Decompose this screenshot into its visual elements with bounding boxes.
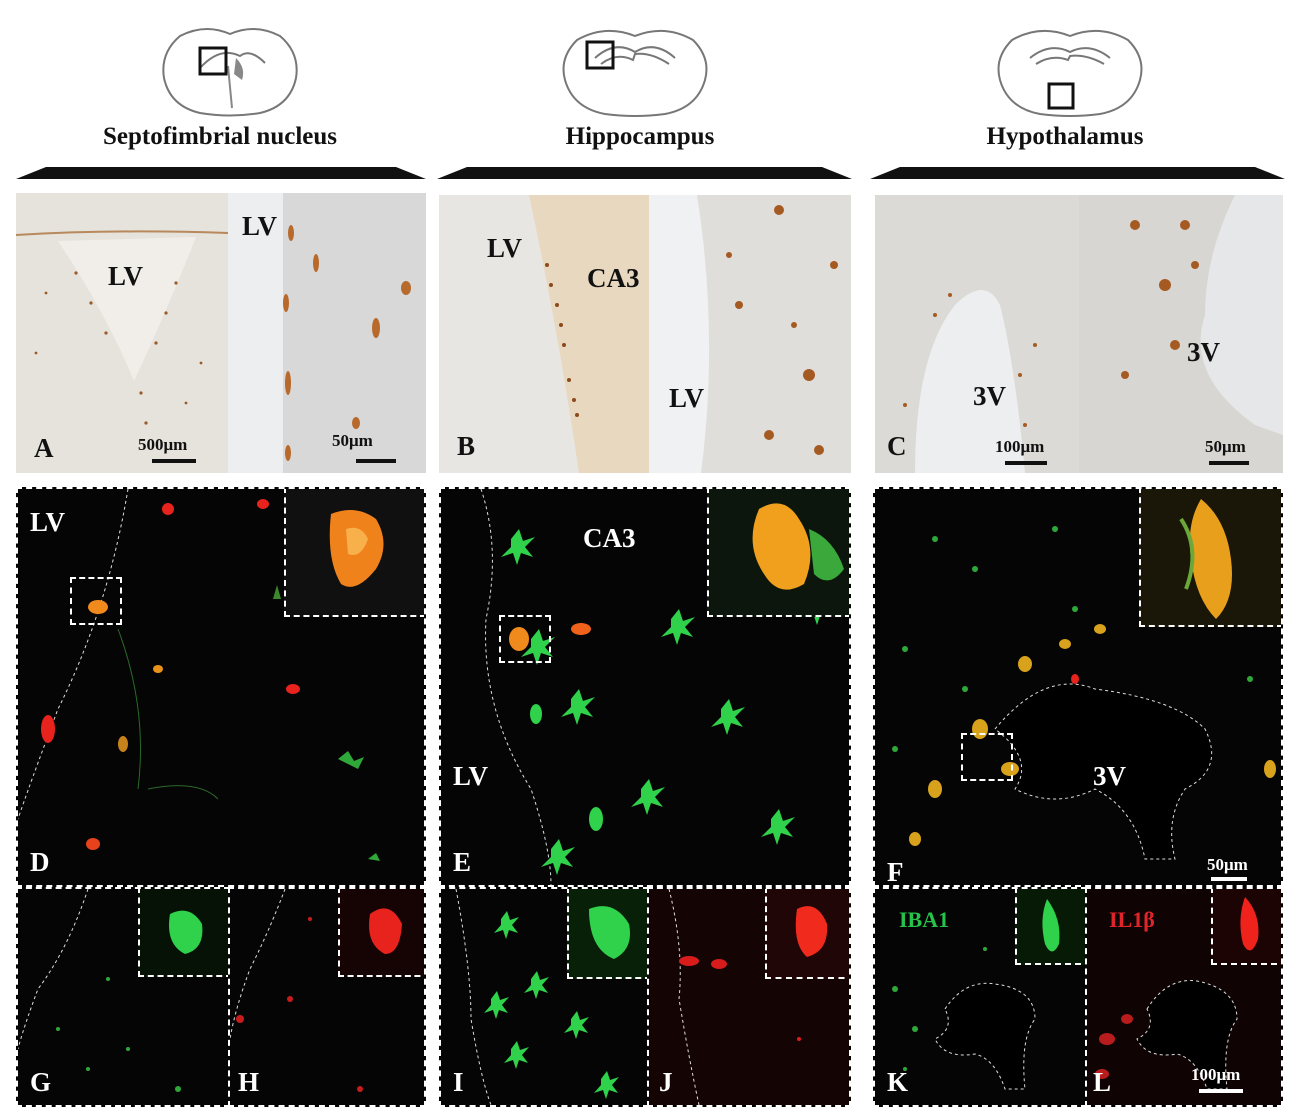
scale-bar-label: 50μm: [332, 431, 373, 450]
marker-label-iba1: IBA1: [899, 907, 950, 932]
zoom-box: [961, 733, 1013, 781]
panel-label-f: F: [887, 857, 904, 887]
scale-bar: [356, 459, 396, 463]
inset-box: [707, 489, 849, 617]
zoom-box: [499, 615, 551, 663]
scale-bar-label: 500μm: [138, 435, 188, 454]
panel-g: G: [16, 887, 230, 1107]
marker-label-il1b: IL1β: [1109, 907, 1155, 932]
region-label-lv: LV: [30, 507, 66, 537]
scale-bar: [1209, 461, 1249, 465]
panel-j: J: [647, 887, 851, 1107]
region-label-3v: 3V: [973, 381, 1006, 411]
region-label-lv: LV: [669, 383, 705, 413]
region-label-lv: LV: [487, 233, 523, 263]
scale-bar: [1005, 461, 1047, 465]
region-label-ca3: CA3: [583, 523, 636, 553]
region-box-icon: [198, 46, 228, 76]
inset-box: [284, 489, 424, 617]
region-label-ca3: CA3: [587, 263, 640, 293]
inset-box: [1139, 489, 1281, 627]
inset-box: [1211, 889, 1281, 965]
panel-label-c: C: [887, 431, 907, 461]
scale-bar: [1199, 1089, 1243, 1093]
zoom-box: [70, 577, 122, 625]
inset-box: [765, 889, 849, 979]
region-title-hippo: Hippocampus: [565, 123, 715, 150]
inset-box: [338, 889, 424, 977]
panel-h: H: [228, 887, 426, 1107]
scale-bar-label: 100μm: [995, 437, 1045, 456]
scale-bar: [152, 459, 196, 463]
panel-label-l: L: [1093, 1067, 1112, 1097]
panel-c: 3V 3V C 100μm 50μm: [875, 195, 1283, 473]
inset-box: [138, 889, 228, 977]
panel-b: LV CA3 LV B: [439, 195, 851, 473]
scale-bar-label: 50μm: [1207, 855, 1248, 874]
region-label-lv: LV: [242, 211, 278, 241]
panel-f: 3V F 50μm: [873, 487, 1283, 887]
panel-l: IL1β L 100μm: [1085, 887, 1283, 1107]
title-wedge: [437, 167, 852, 179]
scale-bar: [1211, 877, 1247, 881]
inset-box: [1015, 889, 1085, 965]
brain-section-icon-hippo: [562, 29, 708, 117]
region-label-3v: 3V: [1093, 761, 1126, 791]
scale-bar-label: 100μm: [1191, 1065, 1241, 1084]
panel-label-j: J: [659, 1067, 673, 1097]
brain-section-icon-hypo: [997, 29, 1143, 117]
panel-label-e: E: [453, 847, 472, 877]
panel-label-i: I: [453, 1067, 464, 1097]
scale-bar-label: 50μm: [1205, 437, 1246, 456]
region-label-lv: LV: [108, 261, 144, 291]
panel-a: LV LV A 500μm 50μm: [16, 193, 426, 473]
panel-label-g: G: [30, 1067, 52, 1097]
region-box-icon: [1047, 82, 1075, 110]
brain-section-icon-septo: [162, 28, 298, 117]
region-title-hypo: Hypothalamus: [986, 123, 1144, 150]
panel-label-a: A: [34, 433, 54, 463]
panel-k: IBA1 K: [873, 887, 1087, 1107]
panel-i: I: [439, 887, 649, 1107]
panel-label-d: D: [30, 847, 50, 877]
region-box-icon: [585, 40, 615, 70]
inset-box: [567, 889, 647, 979]
region-title-septo: Septofimbrial nucleus: [102, 123, 338, 150]
panel-label-b: B: [457, 431, 476, 461]
title-wedge: [16, 167, 426, 179]
region-label-lv: LV: [453, 761, 489, 791]
panel-label-k: K: [887, 1067, 909, 1097]
panel-e: CA3 LV E: [439, 487, 851, 887]
panel-d: LV D: [16, 487, 426, 887]
region-label-3v: 3V: [1187, 337, 1220, 367]
title-wedge: [870, 167, 1285, 179]
panel-label-h: H: [238, 1067, 260, 1097]
